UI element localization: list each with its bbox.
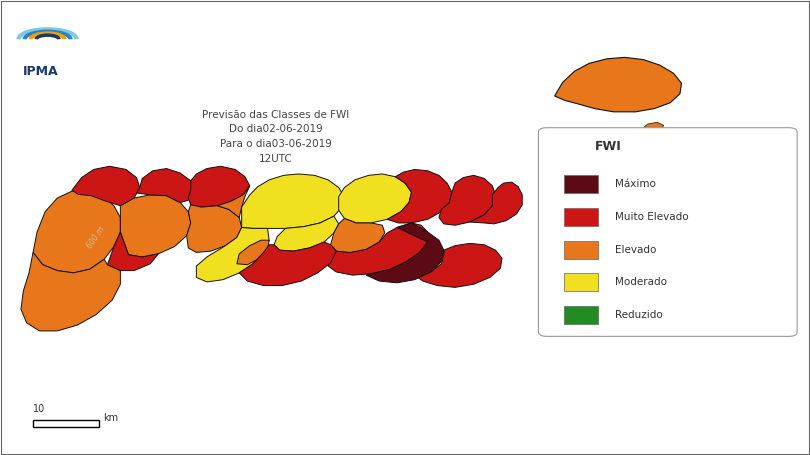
Polygon shape bbox=[641, 122, 663, 133]
Polygon shape bbox=[339, 174, 411, 223]
Text: IPMA: IPMA bbox=[23, 65, 59, 78]
FancyBboxPatch shape bbox=[565, 208, 599, 226]
Polygon shape bbox=[186, 205, 241, 253]
Polygon shape bbox=[241, 174, 344, 228]
Text: Moderado: Moderado bbox=[616, 278, 667, 288]
Polygon shape bbox=[274, 216, 339, 251]
Bar bbox=[33, 420, 100, 427]
Polygon shape bbox=[137, 168, 194, 202]
Text: FWI: FWI bbox=[595, 141, 622, 153]
Text: 10: 10 bbox=[33, 404, 45, 414]
Text: Muito Elevado: Muito Elevado bbox=[616, 212, 688, 222]
FancyBboxPatch shape bbox=[565, 306, 599, 324]
Polygon shape bbox=[196, 228, 269, 282]
Polygon shape bbox=[470, 182, 522, 224]
Polygon shape bbox=[415, 243, 502, 288]
FancyBboxPatch shape bbox=[565, 175, 599, 193]
Polygon shape bbox=[237, 240, 269, 265]
Polygon shape bbox=[188, 166, 249, 207]
Text: Máximo: Máximo bbox=[616, 179, 656, 189]
FancyBboxPatch shape bbox=[539, 128, 797, 336]
Polygon shape bbox=[387, 169, 452, 223]
Polygon shape bbox=[21, 253, 121, 331]
Polygon shape bbox=[72, 166, 140, 206]
Polygon shape bbox=[555, 57, 681, 112]
Polygon shape bbox=[108, 232, 159, 271]
Polygon shape bbox=[33, 190, 121, 273]
Polygon shape bbox=[620, 131, 633, 138]
Polygon shape bbox=[439, 175, 496, 225]
Polygon shape bbox=[239, 242, 336, 286]
Text: km: km bbox=[104, 413, 118, 423]
Text: 600 m: 600 m bbox=[86, 225, 107, 250]
Polygon shape bbox=[121, 195, 190, 257]
Polygon shape bbox=[217, 186, 249, 217]
Polygon shape bbox=[328, 223, 428, 275]
Text: Reduzido: Reduzido bbox=[616, 310, 663, 320]
Text: Previsão das Classes de FWI
Do dia02-06-2019
Para o dia03-06-2019
12UTC: Previsão das Classes de FWI Do dia02-06-… bbox=[202, 110, 349, 164]
Polygon shape bbox=[330, 218, 385, 253]
Polygon shape bbox=[366, 223, 444, 283]
FancyBboxPatch shape bbox=[565, 241, 599, 259]
Text: Elevado: Elevado bbox=[616, 245, 657, 255]
FancyBboxPatch shape bbox=[565, 273, 599, 292]
